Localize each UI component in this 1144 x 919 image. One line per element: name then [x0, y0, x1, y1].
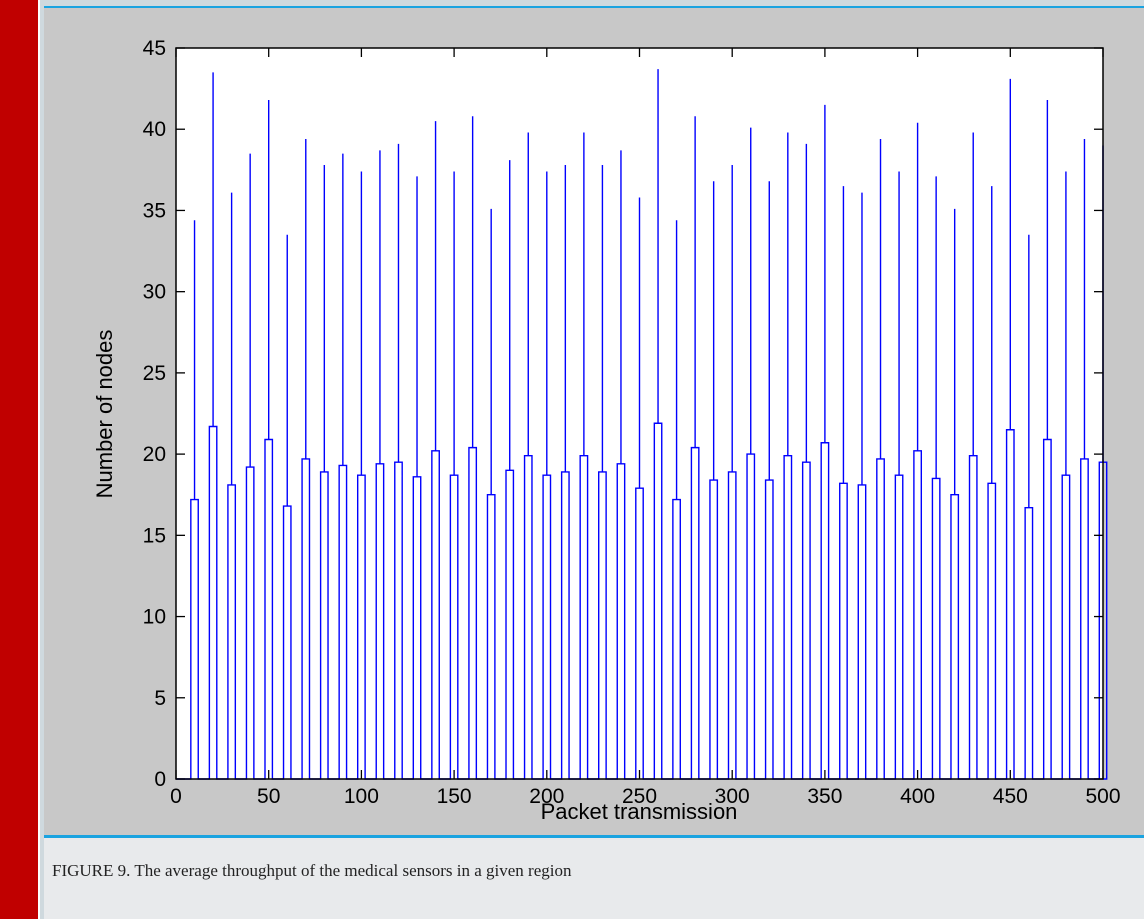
- y-tick-label: 5: [154, 687, 166, 710]
- y-tick-label: 35: [143, 199, 166, 222]
- y-tick-label: 30: [143, 281, 166, 304]
- y-tick-label: 45: [143, 37, 166, 60]
- ticks-group: [175, 47, 1104, 780]
- y-tick-label: 25: [143, 362, 166, 385]
- y-tick-label: 10: [143, 606, 166, 629]
- x-axis-title: Packet transmission: [541, 799, 738, 824]
- x-tick-label: 200: [529, 785, 564, 808]
- x-tick-label: 50: [257, 785, 280, 808]
- x-tick-label: 250: [622, 785, 657, 808]
- x-tick-label: 500: [1085, 785, 1120, 808]
- caption-box: [44, 838, 1144, 919]
- x-tick-label: 0: [170, 785, 182, 808]
- x-tick-label: 300: [715, 785, 750, 808]
- x-tick-label: 400: [900, 785, 935, 808]
- x-tick-label: 450: [993, 785, 1028, 808]
- tick-labels-group: 0 50 100 150 200 250 300 350 400 450 500 0 5 10 15 20 25…: [143, 37, 1121, 808]
- x-tick-label: 350: [807, 785, 842, 808]
- left-accent-bar: [0, 0, 38, 919]
- y-tick-label: 40: [143, 118, 166, 141]
- x-tick-label: 150: [437, 785, 472, 808]
- y-tick-label: 20: [143, 443, 166, 466]
- y-axis-title: Number of nodes: [92, 330, 117, 499]
- x-tick-label: 100: [344, 785, 379, 808]
- caption-divider: [44, 835, 1144, 838]
- figure-caption: FIGURE 9. The average throughput of the …: [52, 861, 572, 880]
- y-tick-label: 15: [143, 524, 166, 547]
- y-tick-label: 0: [154, 768, 166, 791]
